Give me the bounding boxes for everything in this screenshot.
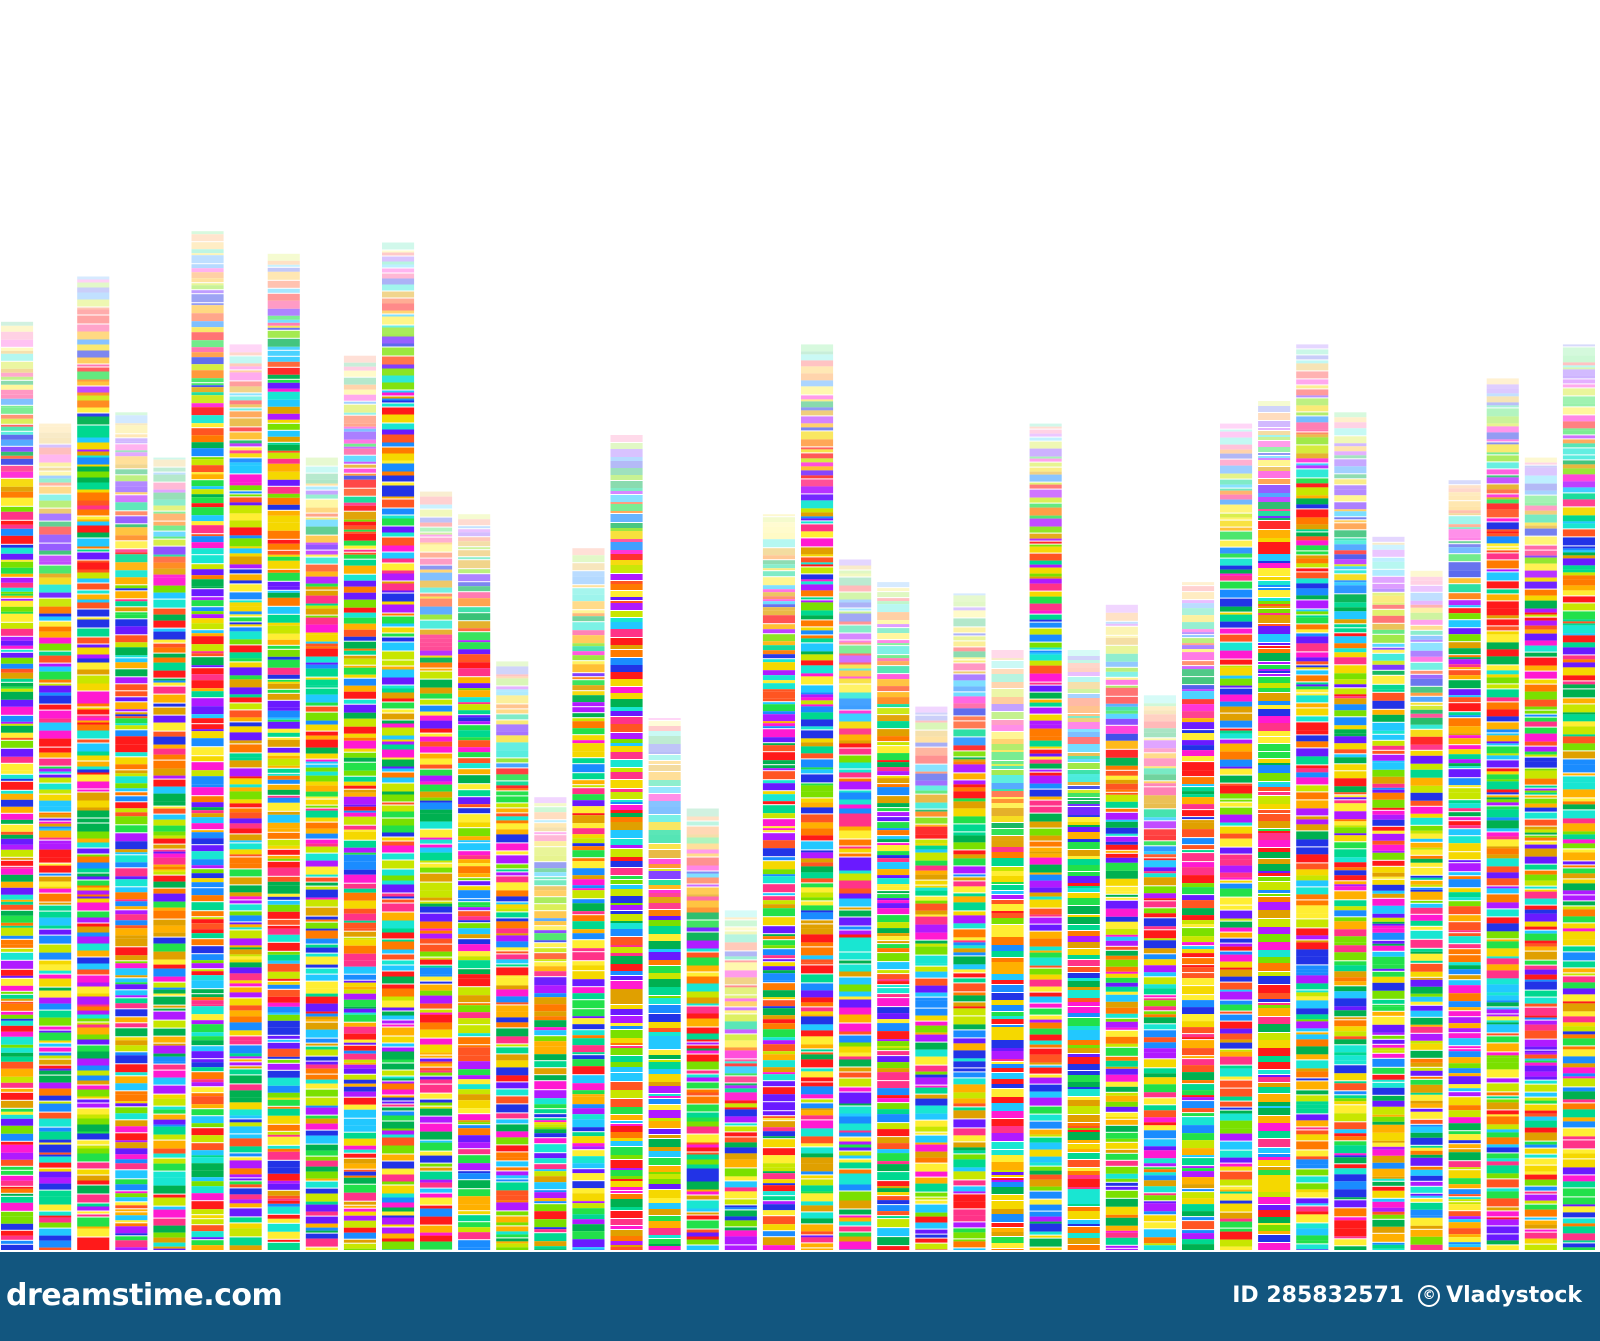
barcode-column [534, 797, 567, 1250]
barcode-column [1296, 344, 1329, 1250]
barcode-column [382, 242, 415, 1250]
barcode-column [267, 253, 300, 1250]
barcode-column [1448, 480, 1481, 1250]
barcode-column [1562, 344, 1595, 1250]
barcode-column [572, 548, 605, 1250]
barcode-column [191, 231, 224, 1250]
barcode-column [953, 593, 986, 1250]
barcode-column [1182, 582, 1215, 1250]
barcode-column [877, 582, 910, 1250]
barcode-column [1524, 457, 1557, 1250]
barcode-column [839, 559, 872, 1250]
barcode-column [610, 435, 643, 1250]
barcode-column [1334, 412, 1367, 1250]
barcode-column [115, 412, 148, 1250]
barcode-column [1220, 423, 1253, 1250]
barcode-column [1258, 401, 1291, 1250]
barcode-column [343, 355, 376, 1250]
barcode-column [1372, 536, 1405, 1250]
barcode-column [1143, 695, 1176, 1250]
brand: dreamstime.com [6, 1276, 283, 1316]
author: © Vladystock [1418, 1278, 1582, 1314]
barcode-column [991, 650, 1024, 1250]
copyright-icon: © [1418, 1285, 1441, 1307]
barcode-column [420, 491, 453, 1250]
barcode-column [229, 344, 262, 1250]
barcode-column [77, 276, 110, 1250]
barcode-column [1029, 423, 1062, 1250]
credit-line: ID 285832571 © Vladystock [1232, 1278, 1582, 1314]
barcode-column [801, 344, 834, 1250]
barcode-column [1486, 378, 1519, 1250]
barcode-column [686, 808, 719, 1250]
barcode-column [724, 910, 757, 1250]
barcode-column [915, 706, 948, 1250]
barcode-column [496, 661, 529, 1250]
barcode-column [153, 457, 186, 1250]
image-id: ID 285832571 [1232, 1283, 1405, 1308]
barcode-column [1410, 570, 1443, 1250]
barcode-column [305, 457, 338, 1250]
watermark-footer: dreamstime.com ID 285832571 © Vladystock [0, 1252, 1600, 1341]
barcode-column [1, 321, 34, 1250]
barcode-column [762, 514, 795, 1250]
barcode-column [1105, 604, 1138, 1250]
barcode-column [648, 718, 681, 1250]
barcode-column [458, 514, 491, 1250]
author-name: Vladystock [1446, 1283, 1582, 1308]
dna-barcode-artwork [1, 231, 1595, 1250]
barcode-column [39, 423, 72, 1250]
barcode-column [1067, 650, 1100, 1250]
brand-name: dreamstime.com [6, 1278, 283, 1313]
